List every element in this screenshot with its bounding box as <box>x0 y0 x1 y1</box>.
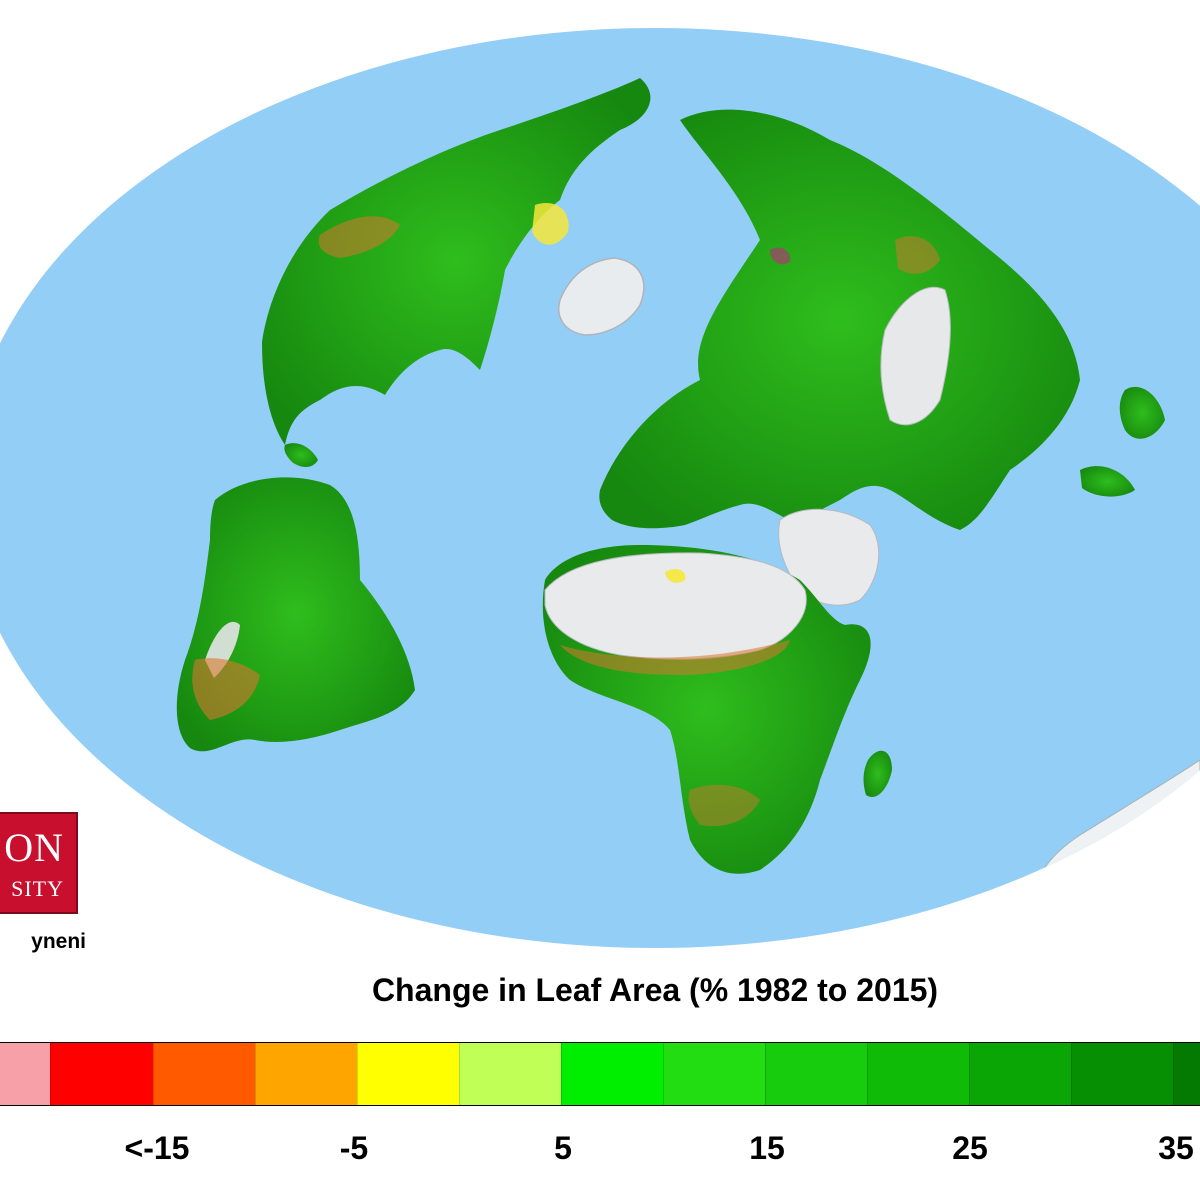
canada-yellow-patch <box>532 203 569 245</box>
colorbar-swatch <box>765 1043 867 1105</box>
central-asia-desert <box>880 286 951 426</box>
southeast-asia <box>1080 466 1135 497</box>
sahara-yellow <box>665 569 686 583</box>
colorbar-swatch <box>969 1043 1071 1105</box>
image-credit: yneni <box>31 930 86 953</box>
colorbar-tick-label: -5 <box>339 1130 369 1166</box>
logo-line2: SITY <box>11 876 64 901</box>
greenland <box>558 257 645 336</box>
madagascar <box>863 750 892 798</box>
southern-africa-browning <box>688 784 760 827</box>
colorbar-swatch <box>561 1043 663 1105</box>
siberia-magenta <box>770 247 791 265</box>
colorbar-tick-label: <-15 <box>124 1130 190 1166</box>
north-america <box>262 78 651 445</box>
colorbar-tick-label: 5 <box>554 1130 572 1166</box>
colorbar-swatch <box>663 1043 765 1105</box>
ocean <box>0 28 1200 948</box>
colorbar <box>0 1042 1200 1106</box>
colorbar-tick-label: 15 <box>749 1130 785 1166</box>
colorbar-swatch <box>153 1043 255 1105</box>
colorbar-swatch <box>50 1043 153 1105</box>
colorbar-swatch <box>0 1043 50 1105</box>
colorbar-swatch <box>255 1043 357 1105</box>
sahel-browning <box>560 640 790 676</box>
colorbar-swatch <box>1071 1043 1173 1105</box>
university-logo: ON SITY <box>0 812 78 914</box>
logo-line1: ON <box>4 825 64 870</box>
colorbar-tick-label: 25 <box>952 1130 988 1166</box>
colorbar-tick-label: 35 <box>1158 1130 1194 1166</box>
legend-title: Change in Leaf Area (% 1982 to 2015) <box>371 972 939 1008</box>
colorbar-swatch <box>459 1043 561 1105</box>
eurasia-browning <box>895 236 940 274</box>
central-america <box>284 443 318 467</box>
japan <box>1119 386 1165 439</box>
colorbar-swatch <box>867 1043 969 1105</box>
north-america-browning <box>318 216 400 258</box>
eurasia <box>599 109 1080 530</box>
south-america-browning <box>192 658 260 720</box>
colorbar-swatch <box>357 1043 459 1105</box>
sahara-desert <box>544 552 807 660</box>
colorbar-swatch <box>1173 1043 1200 1105</box>
